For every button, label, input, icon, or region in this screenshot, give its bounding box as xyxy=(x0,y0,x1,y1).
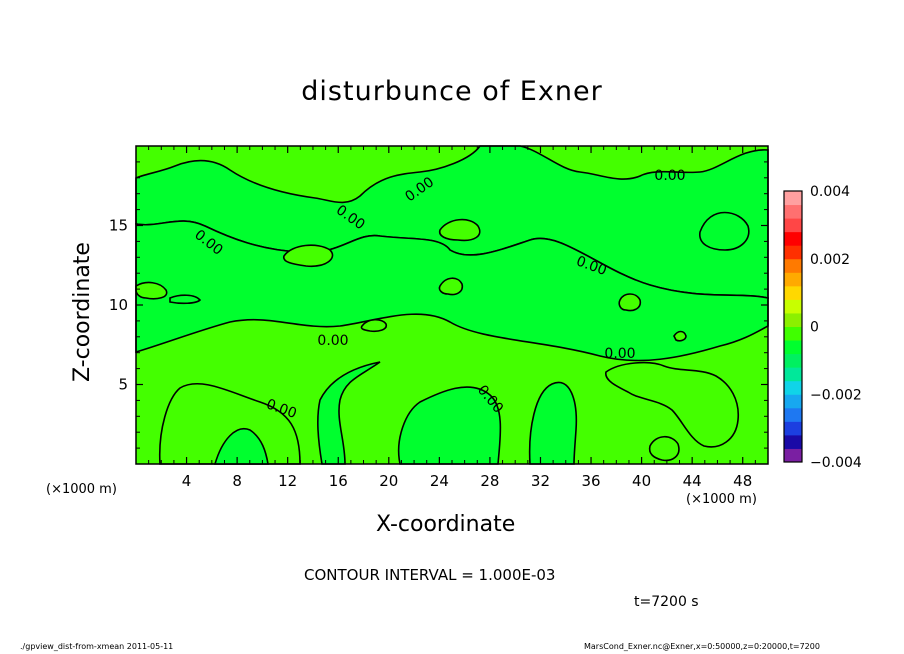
x-tick-label: 12 xyxy=(278,472,297,490)
colorbar-segment xyxy=(784,231,802,246)
colorbar: 0.004 0.002 0 −0.002 −0.004 xyxy=(783,184,862,471)
footer-left: ./gpview_dist-from-xmean 2011-05-11 xyxy=(20,642,174,651)
colorbar-segment xyxy=(784,258,802,273)
contour-region xyxy=(528,381,578,465)
colorbar-tick-label: −0.004 xyxy=(810,455,862,471)
time-label: t=7200 s xyxy=(634,594,699,610)
contour-region xyxy=(158,383,301,465)
contour-region xyxy=(673,330,687,342)
colorbar-segment xyxy=(784,285,802,300)
y-tick-label: 5 xyxy=(118,376,128,394)
x-tick-label: 8 xyxy=(232,472,242,490)
contour-label: 0.00 xyxy=(604,346,635,362)
x-axis: 4 8 12 16 20 24 28 32 36 40 44 48 xyxy=(148,146,756,490)
contour-region xyxy=(438,218,481,242)
x-tick-label: 48 xyxy=(733,472,752,490)
colorbar-segment xyxy=(784,434,802,449)
colorbar-segment xyxy=(784,218,802,233)
x-tick-label: 40 xyxy=(632,472,651,490)
colorbar-segment xyxy=(784,340,802,355)
contour-label: 0.00 xyxy=(654,168,685,184)
x-tick-label: 32 xyxy=(531,472,550,490)
x-tick-label: 16 xyxy=(329,472,348,490)
colorbar-tick-label: 0.004 xyxy=(810,184,850,200)
colorbar-segment xyxy=(784,326,802,341)
colorbar-segment xyxy=(784,448,802,463)
x-unit-right: (×1000 m) xyxy=(686,492,757,507)
y-axis: 5 10 15 xyxy=(109,161,768,449)
colorbar-segment xyxy=(784,204,802,219)
chart-title: disturbunce of Exner xyxy=(301,76,603,107)
contour-region xyxy=(699,211,750,251)
x-tick-label: 20 xyxy=(379,472,398,490)
footer-right: MarsCond_Exner.nc@Exner,x=0:50000,z=0:20… xyxy=(584,642,820,651)
colorbar-segment xyxy=(784,191,802,206)
contour-region xyxy=(648,435,680,462)
contour-region xyxy=(213,427,269,465)
colorbar-segment xyxy=(784,312,802,327)
plot-area: 0.000.000.00 0.000.000.000.000.00 0.00 xyxy=(135,145,769,465)
y-tick-label: 15 xyxy=(109,217,128,235)
colorbar-segment xyxy=(784,299,802,314)
colorbar-frame xyxy=(783,190,803,463)
colorbar-tick-label: 0 xyxy=(810,320,819,336)
colorbar-tick-label: −0.002 xyxy=(810,387,862,403)
contour-region xyxy=(317,361,381,465)
x-tick-label: 24 xyxy=(430,472,449,490)
y-tick-label: 10 xyxy=(109,296,128,314)
colorbar-segment xyxy=(784,353,802,368)
contour-region xyxy=(169,294,202,305)
x-tick-label: 4 xyxy=(182,472,192,490)
contour-region xyxy=(397,386,502,465)
x-axis-label: X-coordinate xyxy=(376,512,516,537)
x-tick-label: 36 xyxy=(581,472,600,490)
contour-interval-text: CONTOUR INTERVAL = 1.000E-03 xyxy=(304,566,556,584)
contour-region xyxy=(360,318,388,333)
colorbar-segment xyxy=(784,407,802,422)
x-unit-left: (×1000 m) xyxy=(46,482,117,497)
contour-region xyxy=(135,281,168,300)
contour-region xyxy=(283,244,334,268)
colorbar-tick-label: 0.002 xyxy=(810,252,850,268)
x-tick-label: 44 xyxy=(683,472,702,490)
contour-label: 0.00 xyxy=(317,333,348,349)
x-tick-label: 28 xyxy=(480,472,499,490)
y-axis-label: Z-coordinate xyxy=(70,242,95,382)
colorbar-segment xyxy=(784,367,802,382)
near-zero-regions xyxy=(135,145,769,465)
colorbar-segment xyxy=(784,394,802,409)
contour-region xyxy=(618,293,642,312)
colorbar-segment xyxy=(784,380,802,395)
colorbar-segment xyxy=(784,272,802,287)
colorbar-segment xyxy=(784,421,802,436)
colorbar-segment xyxy=(784,245,802,260)
contour-region xyxy=(605,361,740,448)
contour-region xyxy=(438,277,464,296)
